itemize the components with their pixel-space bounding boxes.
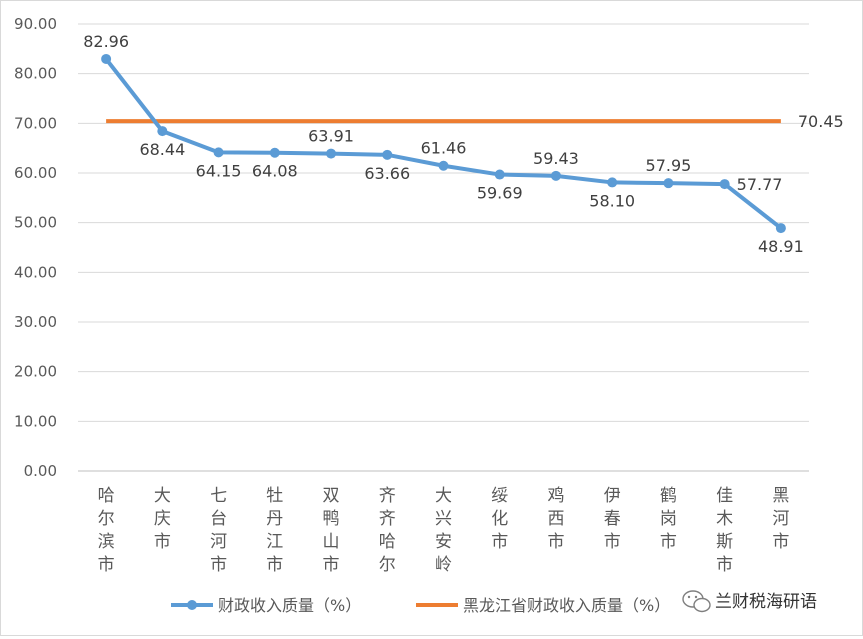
y-tick-label: 20.00 <box>14 363 57 381</box>
data-label: 57.95 <box>646 156 692 175</box>
y-tick-label: 90.00 <box>14 15 57 33</box>
data-label: 82.96 <box>83 32 129 51</box>
data-point <box>775 223 786 234</box>
data-label: 68.44 <box>139 140 185 159</box>
legend-marker-series-1 <box>187 600 197 610</box>
x-axis: 哈尔滨市 大庆市 七台河市 牡丹江市 双鸭山市 齐齐哈尔 大兴安岭 绥化市 鸡西市 伊春市 鹤岗市 佳… <box>98 486 790 575</box>
y-axis: 0.00 10.00 20.00 30.00 40.00 50.00 60.00 70.00 8… <box>14 15 57 480</box>
y-tick-label: 80.00 <box>14 65 57 83</box>
data-label: 48.91 <box>758 237 804 256</box>
x-tick-label: 鸡西市 <box>547 486 564 552</box>
y-tick-label: 60.00 <box>14 164 57 182</box>
legend-label-series-1: 财政收入质量（%） <box>218 596 361 615</box>
y-tick-label: 70.00 <box>14 114 57 132</box>
x-tick-label: 七台河市 <box>210 486 227 575</box>
data-point <box>101 53 112 64</box>
data-point <box>663 178 674 189</box>
x-tick-label: 大兴安岭 <box>435 486 452 575</box>
x-tick-label: 大庆市 <box>154 486 171 552</box>
data-label: 59.43 <box>533 149 579 168</box>
y-tick-label: 50.00 <box>14 214 57 232</box>
data-point <box>213 147 224 158</box>
data-label: 64.08 <box>252 162 298 181</box>
data-label: 59.69 <box>477 184 523 203</box>
data-point <box>607 177 618 188</box>
watermark: 兰财税海研语 <box>682 590 817 613</box>
data-point <box>550 170 561 181</box>
x-tick-label: 双鸭山市 <box>323 486 340 575</box>
data-label: 61.46 <box>421 139 467 158</box>
y-tick-label: 10.00 <box>14 412 57 430</box>
x-tick-label: 鹤岗市 <box>660 486 677 552</box>
x-tick-label: 绥化市 <box>491 486 508 552</box>
data-point <box>494 169 505 180</box>
watermark-text: 兰财税海研语 <box>715 592 817 612</box>
x-tick-label: 牡丹江市 <box>266 486 283 575</box>
data-label: 64.15 <box>196 161 242 180</box>
x-tick-label: 佳木斯市 <box>716 486 733 575</box>
reference-series: 70.45 <box>106 112 844 131</box>
data-label: 63.91 <box>308 127 354 146</box>
data-point <box>326 148 337 159</box>
data-point <box>719 179 730 190</box>
data-label: 63.66 <box>364 164 410 183</box>
y-tick-label: 0.00 <box>24 462 57 480</box>
x-tick-label: 伊春市 <box>604 486 621 552</box>
y-tick-label: 40.00 <box>14 263 57 281</box>
data-label: 58.10 <box>589 191 635 210</box>
legend-label-series-2: 黑龙江省财政收入质量（%） <box>463 596 670 615</box>
legend: 财政收入质量（%） 黑龙江省财政收入质量（%） <box>171 596 670 615</box>
main-series: 82.96 68.44 64.15 64.08 63.91 63.66 61.46 59.69… <box>83 32 804 256</box>
data-point <box>382 149 393 160</box>
data-point <box>157 126 168 137</box>
wechat-icon <box>682 590 711 613</box>
gridlines <box>78 23 809 472</box>
data-label: 57.77 <box>737 175 783 194</box>
data-point <box>438 160 449 171</box>
x-tick-label: 哈尔滨市 <box>98 486 115 575</box>
y-tick-label: 30.00 <box>14 313 57 331</box>
reference-value-label: 70.45 <box>798 112 844 131</box>
x-tick-label: 黑河市 <box>772 486 789 552</box>
x-tick-label: 齐齐哈尔 <box>379 486 396 575</box>
data-point <box>269 147 280 158</box>
